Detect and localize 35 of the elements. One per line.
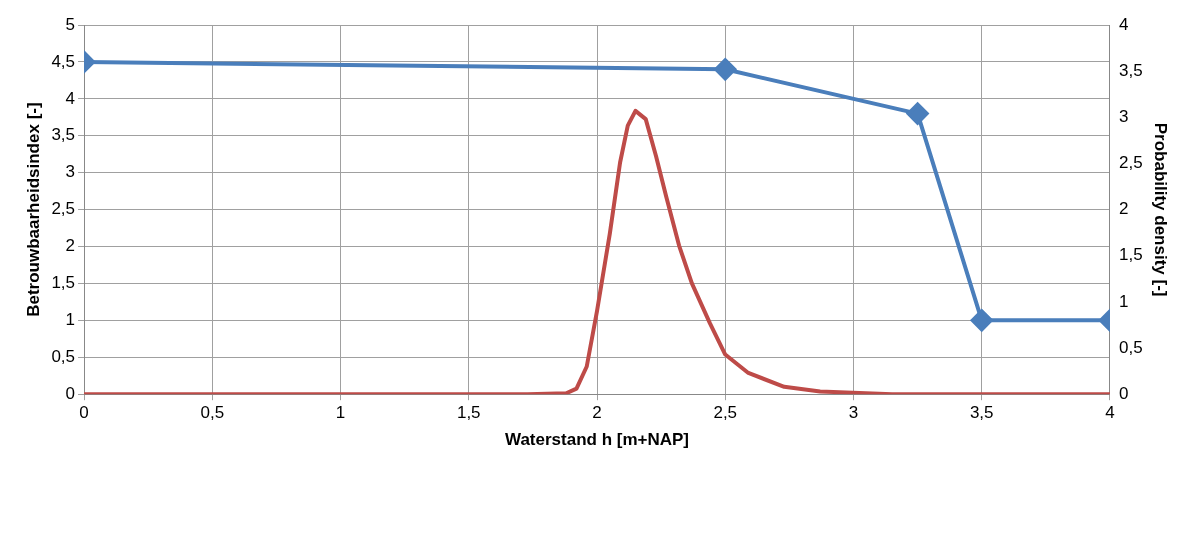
point	[906, 102, 929, 125]
y2-tick-label: 0,5	[1118, 337, 1143, 357]
point	[714, 58, 737, 81]
y2-tick-label: 1,5	[1118, 245, 1143, 265]
y2-tick-label: 1	[1118, 291, 1129, 311]
y-tick-label: 1	[65, 310, 76, 330]
y2-tick-label: 2	[1118, 199, 1129, 219]
y-tick-label: 2	[65, 236, 76, 256]
x-tick-label: 0	[79, 403, 89, 423]
x-tick-label: 2	[592, 403, 602, 423]
y2-tick-label: 3,5	[1118, 60, 1143, 80]
y-tick-label: 5	[65, 14, 76, 34]
x-tick-label: 1	[335, 403, 346, 423]
x-tick-label: 3	[848, 403, 859, 423]
y2-axis-title: Probability density [-]	[1151, 122, 1171, 297]
y2-tick-label: 4	[1118, 14, 1129, 34]
y-tick-label: 4,5	[51, 51, 76, 71]
y2-tick-label: 3	[1118, 106, 1129, 126]
y2-tick-label: 0	[1118, 383, 1129, 403]
y-tick-label: 0,5	[51, 346, 76, 366]
y-tick-label: 3	[65, 162, 76, 182]
y-tick-label: 3,5	[51, 125, 76, 145]
y-tick-label: 0	[65, 383, 76, 403]
x-tick-label: 2,5	[713, 403, 738, 423]
y-tick-label: 4	[65, 88, 76, 108]
x-tick-label: 4	[1105, 403, 1115, 423]
y-tick-label: 2,5	[51, 199, 76, 219]
y2-tick-label: 2,5	[1118, 153, 1143, 173]
point	[970, 309, 993, 332]
x-tick-label: 0,5	[200, 403, 225, 423]
x-tick-label: 3,5	[969, 403, 994, 423]
x-tick-label: 1,5	[456, 403, 481, 423]
y-tick-label: 1,5	[51, 273, 76, 293]
x-axis-title: Waterstand h [m+NAP]	[504, 430, 690, 450]
y-axis-title: Betrouwbaarheidsindex [-]	[23, 102, 43, 317]
